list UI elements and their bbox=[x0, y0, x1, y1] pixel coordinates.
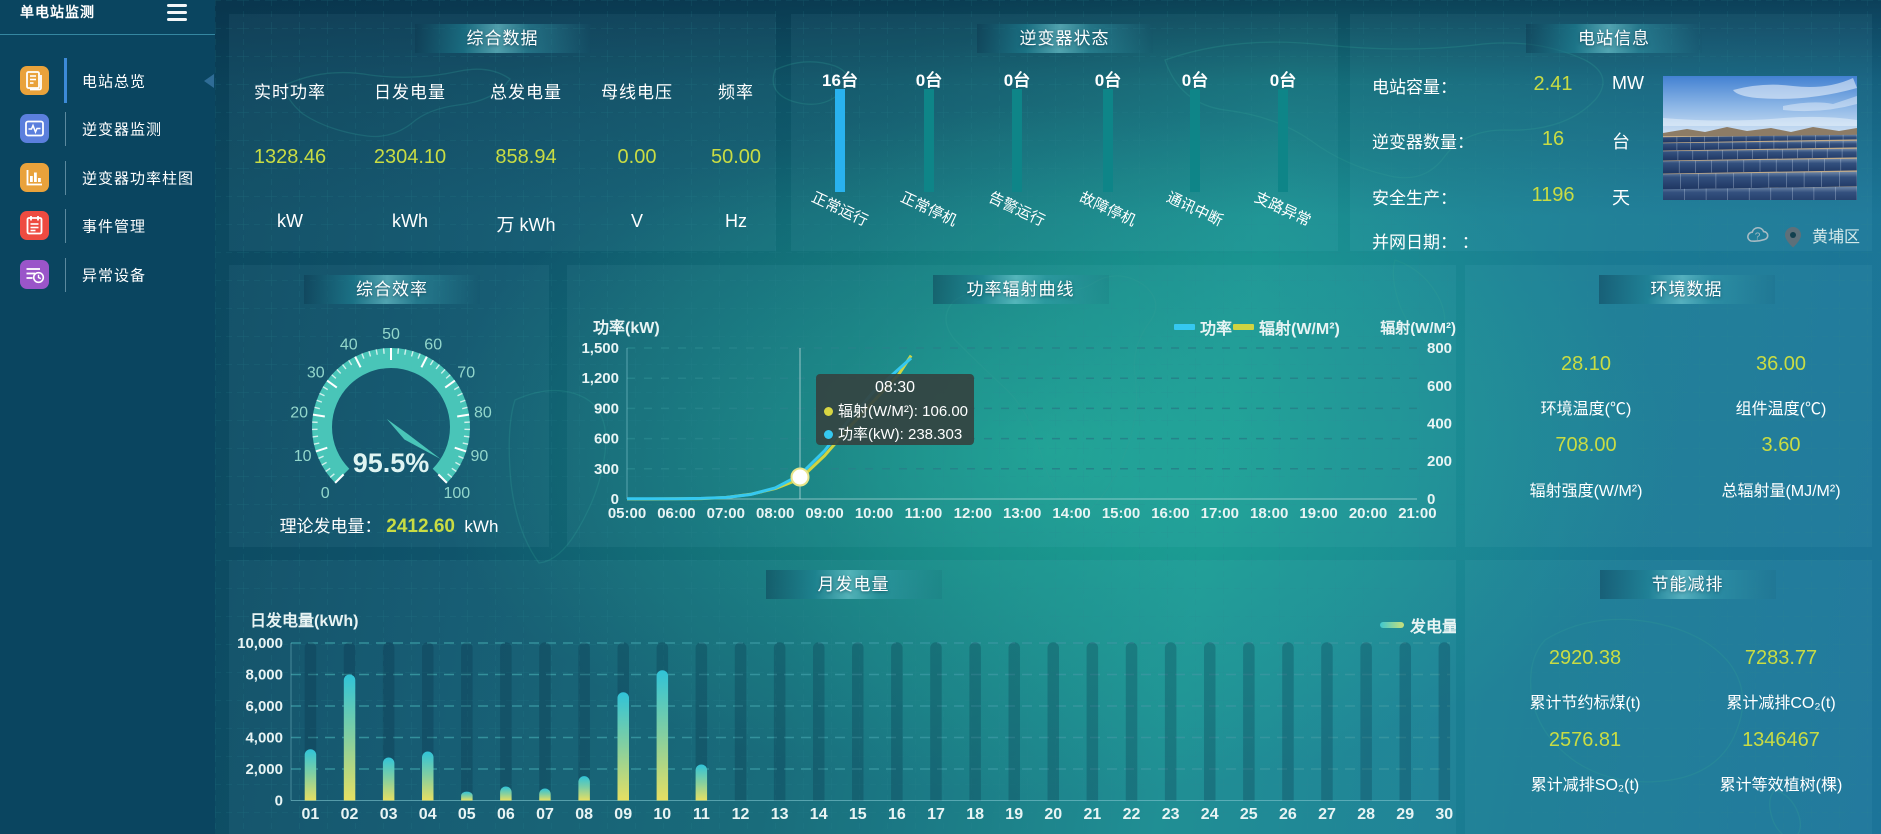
svg-text:18:00: 18:00 bbox=[1250, 505, 1288, 522]
svg-text:12:00: 12:00 bbox=[954, 505, 992, 522]
svg-text:10,000: 10,000 bbox=[237, 635, 283, 652]
svg-text:19:00: 19:00 bbox=[1299, 505, 1337, 522]
svg-text:10: 10 bbox=[294, 448, 312, 465]
svg-text:黄埔区: 黄埔区 bbox=[1812, 228, 1860, 246]
svg-text:1,200: 1,200 bbox=[581, 370, 619, 387]
svg-text:90: 90 bbox=[471, 448, 489, 465]
svg-text:1,500: 1,500 bbox=[581, 340, 619, 357]
svg-text:21: 21 bbox=[1084, 806, 1102, 823]
svg-text:200: 200 bbox=[1427, 453, 1452, 470]
svg-text:10: 10 bbox=[653, 806, 671, 823]
svg-text:300: 300 bbox=[594, 461, 619, 478]
svg-text:功率: 功率 bbox=[1200, 319, 1232, 338]
svg-text:4,000: 4,000 bbox=[245, 730, 283, 747]
svg-text:功率(kW): 功率(kW) bbox=[593, 318, 660, 337]
svg-text:14:00: 14:00 bbox=[1052, 505, 1090, 522]
svg-text:09: 09 bbox=[614, 806, 632, 823]
svg-text:26: 26 bbox=[1279, 806, 1297, 823]
svg-text:28: 28 bbox=[1357, 806, 1375, 823]
svg-text:13:00: 13:00 bbox=[1003, 505, 1041, 522]
svg-text:400: 400 bbox=[1427, 416, 1452, 433]
svg-text:0: 0 bbox=[1427, 491, 1435, 508]
svg-text:20: 20 bbox=[1044, 806, 1062, 823]
svg-text:95.5%: 95.5% bbox=[353, 448, 430, 478]
svg-text:16: 16 bbox=[888, 806, 906, 823]
svg-text:18: 18 bbox=[966, 806, 984, 823]
svg-text:40: 40 bbox=[340, 336, 358, 353]
svg-text:80: 80 bbox=[474, 405, 492, 422]
svg-text:19: 19 bbox=[1005, 806, 1023, 823]
svg-text:辐射(W/M²): 辐射(W/M²) bbox=[1259, 319, 1340, 338]
svg-text:12: 12 bbox=[732, 806, 750, 823]
svg-text:2,000: 2,000 bbox=[245, 761, 283, 778]
svg-text:0: 0 bbox=[275, 793, 283, 810]
svg-text:13: 13 bbox=[771, 806, 789, 823]
svg-text:8,000: 8,000 bbox=[245, 667, 283, 684]
svg-text:100: 100 bbox=[443, 485, 470, 502]
svg-text:14: 14 bbox=[810, 806, 828, 823]
svg-text:21:00: 21:00 bbox=[1398, 505, 1436, 522]
svg-text:17:00: 17:00 bbox=[1201, 505, 1239, 522]
svg-text:17: 17 bbox=[927, 806, 945, 823]
svg-text:15:00: 15:00 bbox=[1102, 505, 1140, 522]
svg-text:03: 03 bbox=[380, 806, 398, 823]
svg-text:22: 22 bbox=[1123, 806, 1141, 823]
svg-text:01: 01 bbox=[302, 806, 320, 823]
svg-text:27: 27 bbox=[1318, 806, 1336, 823]
svg-text:06:00: 06:00 bbox=[657, 505, 695, 522]
svg-text:11: 11 bbox=[693, 806, 710, 823]
svg-text:08:00: 08:00 bbox=[756, 505, 794, 522]
svg-text:07: 07 bbox=[536, 806, 554, 823]
svg-text:20: 20 bbox=[290, 405, 308, 422]
svg-text:08: 08 bbox=[575, 806, 593, 823]
svg-text:24: 24 bbox=[1201, 806, 1219, 823]
svg-text:900: 900 bbox=[594, 400, 619, 417]
svg-text:800: 800 bbox=[1427, 340, 1452, 357]
svg-text:29: 29 bbox=[1396, 806, 1414, 823]
svg-text:600: 600 bbox=[1427, 378, 1452, 395]
svg-text:20:00: 20:00 bbox=[1349, 505, 1387, 522]
svg-text:70: 70 bbox=[457, 365, 475, 382]
svg-text:05:00: 05:00 bbox=[608, 505, 646, 522]
svg-text:15: 15 bbox=[849, 806, 867, 823]
svg-text:30: 30 bbox=[307, 365, 325, 382]
svg-text:30: 30 bbox=[1435, 806, 1453, 823]
svg-text:06: 06 bbox=[497, 806, 515, 823]
svg-text:07:00: 07:00 bbox=[707, 505, 745, 522]
svg-text:600: 600 bbox=[594, 431, 619, 448]
svg-text:23: 23 bbox=[1162, 806, 1180, 823]
svg-text:10:00: 10:00 bbox=[855, 505, 893, 522]
svg-text:0: 0 bbox=[611, 491, 619, 508]
svg-text:?: ? bbox=[1755, 232, 1761, 243]
svg-text:11:00: 11:00 bbox=[905, 505, 943, 522]
svg-text:0: 0 bbox=[321, 485, 330, 502]
svg-text:发电量: 发电量 bbox=[1409, 617, 1456, 636]
svg-text:60: 60 bbox=[424, 336, 442, 353]
svg-text:日发电量(kWh): 日发电量(kWh) bbox=[250, 611, 358, 630]
svg-text:16:00: 16:00 bbox=[1151, 505, 1189, 522]
svg-text:02: 02 bbox=[341, 806, 359, 823]
svg-text:辐射(W/M²): 辐射(W/M²) bbox=[1380, 319, 1456, 337]
svg-text:50: 50 bbox=[382, 326, 400, 343]
svg-text:6,000: 6,000 bbox=[245, 698, 283, 715]
svg-text:05: 05 bbox=[458, 806, 476, 823]
svg-text:09:00: 09:00 bbox=[805, 505, 843, 522]
svg-text:25: 25 bbox=[1240, 806, 1258, 823]
svg-text:04: 04 bbox=[419, 806, 437, 823]
